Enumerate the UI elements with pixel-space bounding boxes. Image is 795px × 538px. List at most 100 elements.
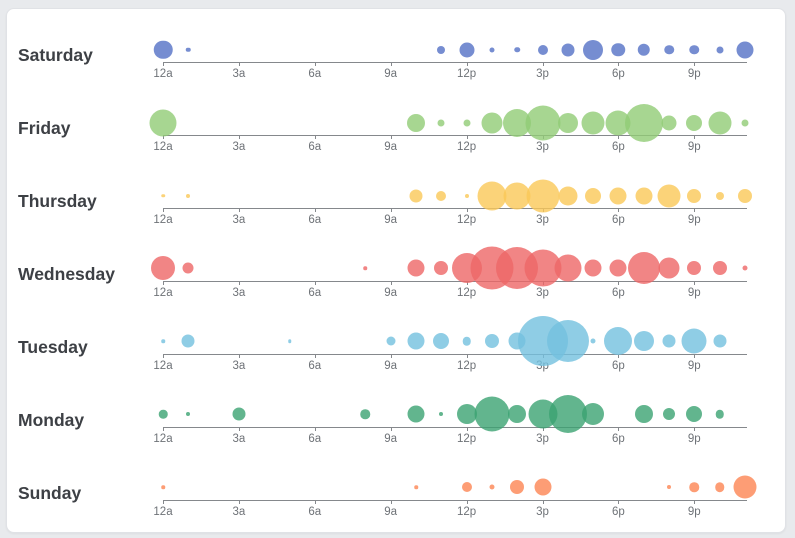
data-bubble[interactable] — [477, 181, 507, 210]
data-bubble[interactable] — [733, 475, 757, 499]
data-bubble[interactable] — [662, 334, 676, 348]
data-bubble[interactable] — [609, 187, 627, 204]
data-bubble[interactable] — [514, 46, 520, 53]
data-bubble[interactable] — [149, 109, 177, 137]
data-bubble[interactable] — [161, 339, 165, 344]
data-bubble[interactable] — [186, 412, 191, 417]
data-bubble[interactable] — [637, 43, 650, 56]
data-bubble[interactable] — [667, 485, 671, 490]
data-bubble[interactable] — [186, 47, 191, 52]
data-bubble[interactable] — [407, 113, 425, 132]
data-bubble[interactable] — [715, 191, 724, 200]
data-bubble[interactable] — [548, 395, 587, 434]
data-bubble[interactable] — [624, 103, 663, 142]
data-bubble[interactable] — [439, 412, 444, 417]
data-bubble[interactable] — [708, 111, 732, 135]
data-bubble[interactable] — [713, 334, 727, 348]
data-bubble[interactable] — [434, 261, 449, 276]
data-bubble[interactable] — [657, 184, 681, 207]
data-bubble[interactable] — [287, 339, 292, 344]
data-bubble[interactable] — [686, 406, 703, 423]
axis-tick — [314, 208, 316, 212]
data-bubble[interactable] — [557, 112, 578, 133]
data-bubble[interactable] — [558, 186, 578, 205]
data-bubble[interactable] — [161, 485, 165, 489]
data-bubble[interactable] — [664, 44, 674, 55]
data-bubble[interactable] — [456, 404, 477, 425]
data-bubble[interactable] — [462, 337, 471, 346]
data-bubble[interactable] — [489, 484, 495, 490]
data-bubble[interactable] — [687, 261, 702, 276]
data-bubble[interactable] — [689, 44, 700, 55]
data-bubble[interactable] — [581, 111, 605, 135]
data-bubble[interactable] — [686, 114, 703, 131]
data-bubble[interactable] — [590, 338, 596, 344]
data-bubble[interactable] — [232, 407, 246, 421]
data-bubble[interactable] — [161, 193, 165, 198]
data-bubble[interactable] — [609, 259, 627, 277]
data-bubble[interactable] — [554, 254, 582, 282]
data-bubble[interactable] — [510, 480, 525, 495]
data-bubble[interactable] — [546, 320, 589, 363]
data-bubble[interactable] — [436, 190, 447, 201]
data-bubble[interactable] — [611, 42, 626, 57]
data-bubble[interactable] — [681, 328, 707, 354]
data-bubble[interactable] — [534, 478, 551, 496]
data-bubble[interactable] — [561, 43, 575, 57]
axis-tick-label: 9p — [687, 286, 701, 299]
data-bubble[interactable] — [409, 189, 423, 202]
data-bubble[interactable] — [537, 44, 548, 55]
data-bubble[interactable] — [663, 408, 675, 421]
data-bubble[interactable] — [714, 482, 725, 492]
data-bubble[interactable] — [181, 334, 195, 348]
data-bubble[interactable] — [461, 482, 472, 493]
data-bubble[interactable] — [153, 40, 173, 59]
data-bubble[interactable] — [508, 405, 527, 424]
data-bubble[interactable] — [715, 409, 724, 419]
data-bubble[interactable] — [736, 41, 754, 59]
data-bubble[interactable] — [526, 179, 559, 212]
data-bubble[interactable] — [687, 188, 702, 203]
data-bubble[interactable] — [414, 485, 418, 489]
data-bubble[interactable] — [689, 482, 700, 492]
data-bubble[interactable] — [634, 405, 653, 424]
data-bubble[interactable] — [151, 256, 175, 281]
data-bubble[interactable] — [474, 396, 510, 432]
data-bubble[interactable] — [633, 331, 654, 352]
data-bubble[interactable] — [407, 405, 425, 423]
data-bubble[interactable] — [182, 262, 194, 274]
data-bubble[interactable] — [437, 119, 445, 127]
data-bubble[interactable] — [407, 259, 425, 277]
data-bubble[interactable] — [433, 333, 450, 350]
data-bubble[interactable] — [741, 119, 749, 127]
data-bubble[interactable] — [525, 105, 560, 141]
data-bubble[interactable] — [582, 403, 605, 426]
data-bubble[interactable] — [742, 265, 748, 271]
data-bubble[interactable] — [437, 45, 446, 54]
data-bubble[interactable] — [489, 47, 495, 53]
data-bubble[interactable] — [459, 42, 475, 58]
data-bubble[interactable] — [583, 39, 604, 60]
data-bubble[interactable] — [716, 46, 724, 54]
data-bubble[interactable] — [737, 188, 752, 203]
data-bubble[interactable] — [158, 409, 168, 419]
data-bubble[interactable] — [627, 252, 660, 285]
axis-tick — [694, 280, 696, 285]
data-bubble[interactable] — [386, 336, 396, 346]
data-bubble[interactable] — [186, 193, 191, 198]
data-bubble[interactable] — [360, 409, 371, 419]
data-bubble[interactable] — [363, 266, 368, 271]
data-bubble[interactable] — [658, 257, 680, 279]
data-bubble[interactable] — [484, 334, 499, 349]
data-bubble[interactable] — [585, 187, 602, 204]
data-bubble[interactable] — [712, 261, 727, 276]
data-bubble[interactable] — [604, 327, 633, 356]
data-bubble[interactable] — [481, 112, 503, 134]
data-bubble[interactable] — [635, 187, 653, 204]
axis-tick — [390, 208, 392, 212]
data-bubble[interactable] — [661, 115, 677, 131]
data-bubble[interactable] — [584, 259, 602, 277]
data-bubble[interactable] — [463, 119, 471, 127]
data-bubble[interactable] — [407, 332, 425, 350]
data-bubble[interactable] — [464, 193, 469, 198]
